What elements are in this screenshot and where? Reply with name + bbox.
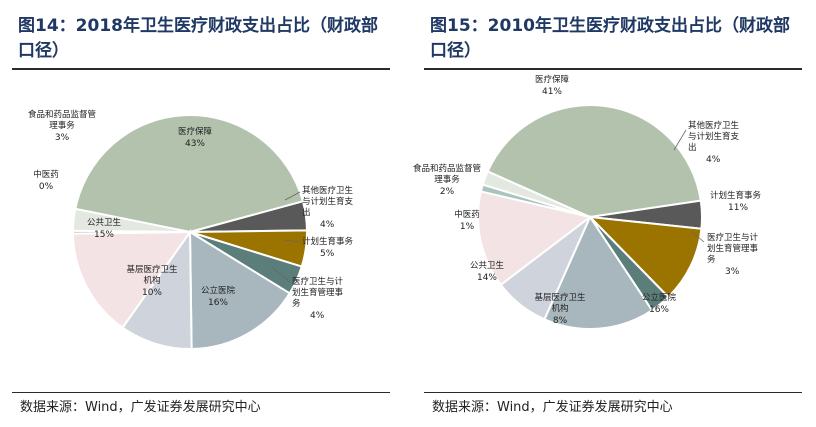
slice-category-label: 公共卫生 xyxy=(470,260,505,271)
slice-category-label: 医疗保障 xyxy=(535,74,570,85)
chart-panel-2018: 图14：2018年卫生医疗财政支出占比（财政部口径） 医疗保障 43% 其他医疗卫生… xyxy=(0,0,398,427)
slice-category-label: 医疗保障 xyxy=(178,126,213,137)
slice-category-label: 公立医院 xyxy=(201,285,236,296)
pie-slice-7 xyxy=(477,190,593,287)
title-divider xyxy=(12,68,390,70)
title-divider xyxy=(424,68,802,70)
slice-category-label: 计划生育事务 xyxy=(302,236,354,247)
pie-slice-5 xyxy=(543,214,654,330)
source-divider xyxy=(12,392,390,393)
pie-slice-7 xyxy=(71,230,192,330)
pie-slice-9 xyxy=(71,207,191,233)
slice-percent-label: 3% xyxy=(725,267,740,277)
slice-percent-label: 4% xyxy=(706,155,721,165)
slice-percent-label: 16% xyxy=(649,305,669,315)
slice-percent-label: 43% xyxy=(185,139,205,149)
slice-category-label: 食品和药品监督管理事务 xyxy=(28,109,96,131)
slice-percent-label: 14% xyxy=(477,273,497,283)
slice-percent-label: 2% xyxy=(440,187,455,197)
slice-percent-label: 8% xyxy=(553,316,568,326)
pie-slice-1 xyxy=(486,104,702,219)
slice-percent-label: 15% xyxy=(94,230,114,240)
chart-title: 图14：2018年卫生医疗财政支出占比（财政部口径） xyxy=(18,16,378,61)
pie-slice-1 xyxy=(73,114,305,234)
slice-percent-label: 10% xyxy=(142,288,162,298)
slice-category-label: 食品和药品监督管理事务 xyxy=(413,163,481,185)
slice-category-label: 其他医疗卫生与计划生育支出 xyxy=(302,185,354,218)
slice-percent-label: 11% xyxy=(728,203,748,213)
slice-percent-label: 16% xyxy=(208,298,228,308)
chart-panel-2010: 图15：2010年卫生医疗财政支出占比（财政部口径） 医疗保障 41% 其他医疗卫生… xyxy=(412,0,810,427)
slice-category-label: 医疗卫生与计划生育管理事务 xyxy=(707,232,759,265)
slice-category-label: 计划生育事务 xyxy=(710,190,762,201)
slice-category-label: 基层医疗卫生机构 xyxy=(126,264,178,286)
pie-chart-2010: 医疗保障 41% 其他医疗卫生与计划生育支出 4% 计划生育事务 11% 医疗卫生与计划生育… xyxy=(413,74,762,330)
slice-category-label: 公立医院 xyxy=(642,292,677,303)
slice-category-label: 其他医疗卫生与计划生育支出 xyxy=(688,120,740,153)
pie-slice-5 xyxy=(188,230,292,351)
slice-percent-label: 5% xyxy=(320,249,335,259)
source-note: 数据来源：Wind，广发证券发展研究中心 xyxy=(432,400,673,415)
slice-category-label: 公共卫生 xyxy=(87,217,122,228)
pie-slice-6 xyxy=(121,228,193,350)
chart-title: 图15：2010年卫生医疗财政支出占比（财政部口径） xyxy=(430,16,790,61)
leader-line xyxy=(283,239,301,243)
slice-percent-label: 3% xyxy=(55,133,70,143)
leader-line xyxy=(284,191,301,201)
slice-percent-label: 0% xyxy=(39,182,54,192)
leader-line xyxy=(673,129,687,151)
leader-line xyxy=(691,231,705,243)
slice-category-label: 医疗卫生与计划生育管理事务 xyxy=(292,276,344,309)
slice-category-label: 中医药 xyxy=(33,169,59,180)
source-note: 数据来源：Wind，广发证券发展研究中心 xyxy=(20,400,261,415)
source-divider xyxy=(424,392,802,393)
slice-category-label: 中医药 xyxy=(454,209,480,220)
slice-category-label: 基层医疗卫生机构 xyxy=(534,292,586,314)
slice-percent-label: 4% xyxy=(320,220,335,230)
slice-percent-label: 41% xyxy=(542,87,562,97)
leader-line xyxy=(271,266,291,283)
pie-chart-2018: 医疗保障 43% 其他医疗卫生与计划生育支出 4% 计划生育事务 5% 医疗卫生与计划生育管… xyxy=(28,109,354,351)
pie-slice-9 xyxy=(481,170,591,218)
slice-percent-label: 1% xyxy=(460,222,475,232)
slice-percent-label: 4% xyxy=(310,311,325,321)
pie-slice-3 xyxy=(587,215,703,299)
